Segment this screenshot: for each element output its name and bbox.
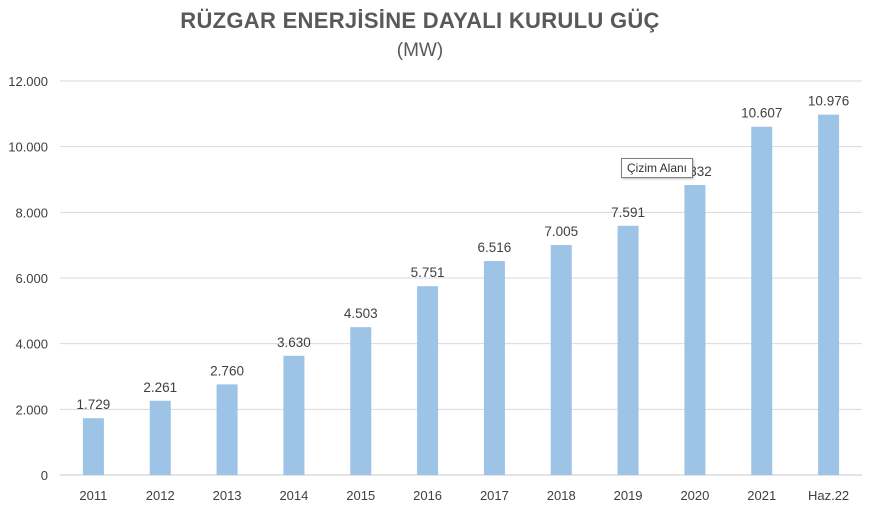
- plot-area-tooltip: Çizim Alanı: [621, 158, 694, 178]
- x-tick-label: 2012: [146, 488, 175, 503]
- x-tick-label: 2021: [747, 488, 776, 503]
- x-tick-label: 2013: [213, 488, 242, 503]
- y-tick-label: 4.000: [15, 337, 48, 352]
- y-tick-label: 6.000: [15, 271, 48, 286]
- x-tick-label: 2015: [346, 488, 375, 503]
- y-tick-label: 0: [41, 468, 48, 483]
- data-label: 7.591: [611, 205, 645, 220]
- data-label: 2.261: [143, 380, 177, 395]
- data-label: 2.760: [210, 363, 244, 378]
- chart-subtitle: (MW): [396, 40, 444, 61]
- data-label: 7.005: [544, 224, 578, 239]
- data-label: 10.607: [741, 106, 782, 121]
- x-tick-label: 2018: [547, 488, 576, 503]
- bar: [417, 286, 439, 475]
- chart-title: RÜZGAR ENERJİSİNE DAYALI KURULU GÜÇ: [180, 8, 660, 33]
- bar: [283, 355, 305, 475]
- y-tick-label: 12.000: [8, 74, 48, 89]
- x-tick-label: 2016: [413, 488, 442, 503]
- x-tick-label: 2017: [480, 488, 509, 503]
- y-tick-label: 8.000: [15, 205, 48, 220]
- bar: [216, 384, 238, 475]
- bar: [82, 418, 104, 475]
- bar: [350, 327, 372, 475]
- bar: [550, 245, 572, 475]
- y-tick-label: 10.000: [8, 140, 48, 155]
- x-tick-label: 2014: [279, 488, 308, 503]
- x-tick-label: 2011: [79, 488, 107, 503]
- bar: [684, 185, 706, 476]
- data-label: 6.516: [478, 240, 512, 255]
- data-label: 4.503: [344, 306, 378, 321]
- x-tick-label: 2020: [680, 488, 709, 503]
- data-label: 1.729: [77, 397, 111, 412]
- y-tick-label: 2.000: [15, 402, 48, 417]
- data-label: 5.751: [411, 265, 445, 280]
- bar: [751, 126, 773, 476]
- x-tick-label: 2019: [614, 488, 643, 503]
- bar: [818, 114, 840, 475]
- bar: [617, 225, 639, 475]
- data-label: 10.976: [808, 94, 849, 109]
- bar: [483, 261, 505, 475]
- bar: [149, 400, 171, 475]
- data-label: 3.630: [277, 335, 311, 350]
- x-tick-label: Haz.22: [808, 488, 849, 503]
